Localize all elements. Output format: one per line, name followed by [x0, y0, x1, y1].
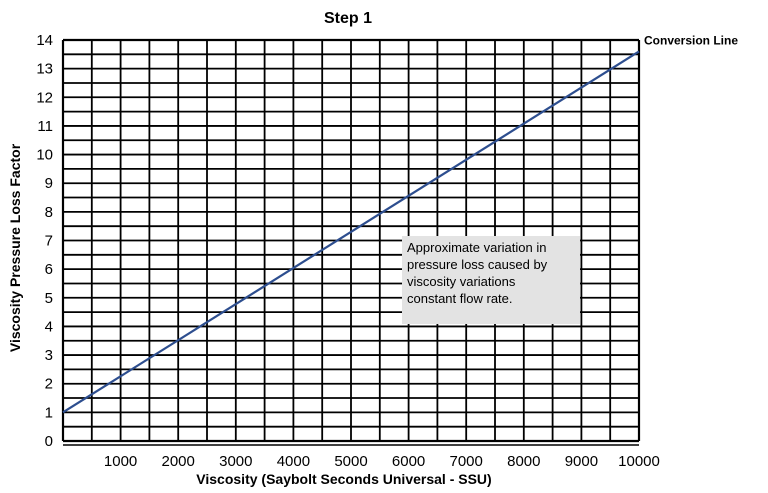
- y-axis-label: Viscosity Pressure Loss Factor: [7, 143, 23, 352]
- chart-title: Step 1: [324, 10, 372, 27]
- x-tick-label: 3000: [219, 453, 252, 470]
- y-tick-label: 8: [45, 204, 53, 221]
- y-tick-label: 1: [45, 404, 53, 421]
- annotation-line: viscosity variations: [407, 274, 516, 289]
- y-tick-label: 4: [45, 318, 53, 335]
- annotation-line: Approximate variation in: [407, 240, 547, 255]
- y-tick-label: 7: [45, 233, 53, 250]
- x-tick-labels: 1000 2000 3000 4000 5000 6000 7000 8000 9000 1000…: [104, 453, 660, 470]
- x-tick-label: 1000: [104, 453, 137, 470]
- x-tick-label: 7000: [450, 453, 483, 470]
- annotation-line: pressure loss caused by: [407, 257, 548, 272]
- series-label: Conversion Line: [644, 33, 738, 47]
- y-tick-label: 12: [36, 89, 53, 106]
- y-tick-label: 2: [45, 376, 53, 393]
- y-tick-label: 0: [45, 433, 53, 450]
- x-tick-label: 6000: [392, 453, 425, 470]
- conversion-line: [62, 50, 640, 414]
- x-tick-label: 10000: [618, 453, 660, 470]
- y-tick-label: 14: [36, 32, 53, 49]
- x-tick-label: 4000: [277, 453, 310, 470]
- y-tick-label: 6: [45, 261, 53, 278]
- y-tick-label: 10: [36, 147, 53, 164]
- y-tick-label: 11: [37, 118, 53, 135]
- y-tick-label: 3: [45, 347, 53, 364]
- x-tick-label: 9000: [565, 453, 598, 470]
- x-tick-label: 5000: [334, 453, 367, 470]
- x-tick-label: 2000: [162, 453, 195, 470]
- annotation-line: constant flow rate.: [407, 291, 513, 306]
- x-tick-label: 8000: [507, 453, 540, 470]
- x-axis-label: Viscosity (Saybolt Seconds Universal - S…: [196, 471, 491, 487]
- annotation-box: Approximate variation in pressure loss c…: [402, 236, 580, 324]
- y-tick-label: 13: [36, 61, 53, 78]
- y-tick-label: 9: [45, 175, 53, 192]
- series-layer: Conversion Line: [62, 33, 738, 414]
- y-tick-label: 5: [45, 290, 53, 307]
